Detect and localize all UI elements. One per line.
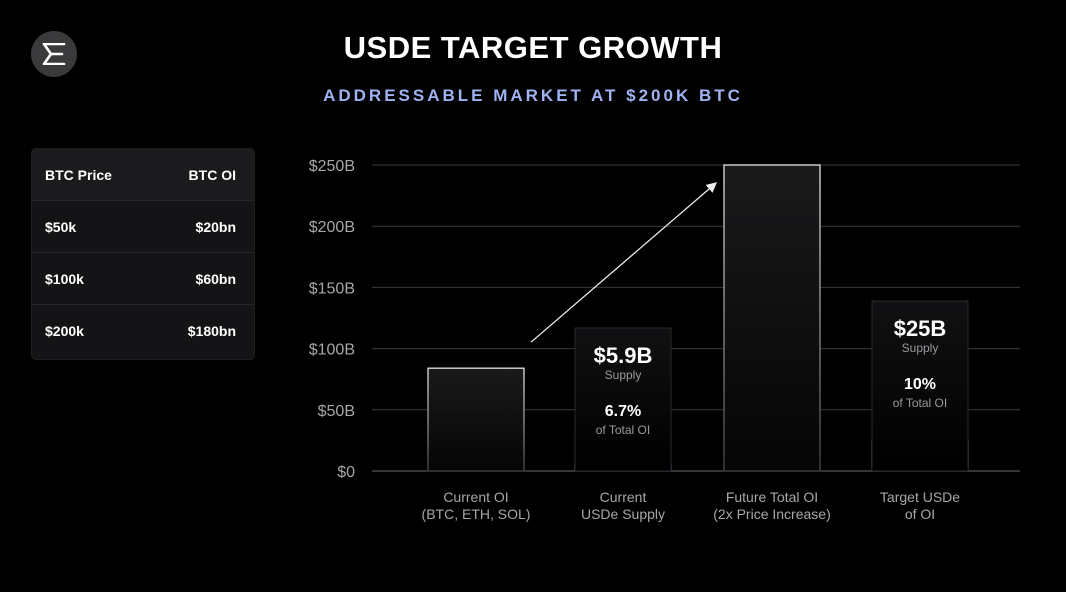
bar <box>723 164 821 472</box>
y-tick-label: $50B <box>318 403 355 420</box>
table-cell-oi: $20bn <box>195 218 236 235</box>
ethena-logo-icon <box>42 43 66 65</box>
annotation-pct: 6.7% <box>605 403 641 420</box>
page-title: USDE TARGET GROWTH <box>343 30 723 65</box>
annotation-value-label: Supply <box>605 368 642 382</box>
y-tick-label: $0 <box>337 464 355 481</box>
table-row: $50k $20bn <box>32 201 254 253</box>
table-header-btc-price: BTC Price <box>45 166 112 183</box>
table-cell-price: $200k <box>45 323 84 339</box>
annotation-pct: 10% <box>904 376 936 393</box>
x-category-label: USDe Supply <box>581 506 665 522</box>
table-cell-oi: $180bn <box>187 323 236 339</box>
x-category-label: Current OI <box>443 489 508 505</box>
x-category-label: (BTC, ETH, SOL) <box>422 506 531 522</box>
x-category-label: Current <box>600 489 647 505</box>
y-tick-label: $100B <box>309 342 355 359</box>
y-tick-label: $150B <box>309 280 355 297</box>
annotation-pct-label: of Total OI <box>596 423 650 437</box>
table-cell-oi: $60bn <box>195 270 236 287</box>
annotation-pct-label: of Total OI <box>893 396 947 410</box>
annotation-box <box>574 327 672 472</box>
x-category-label: of OI <box>905 506 935 522</box>
table-row: $200k $180bn <box>32 305 254 357</box>
table-header-btc-oi: BTC OI <box>188 166 236 183</box>
annotation-box <box>871 300 969 472</box>
logo <box>31 31 77 77</box>
btc-oi-table: BTC Price BTC OI $50k $20bn $100k $60bn … <box>31 148 255 360</box>
x-category-label: Target USDe <box>880 489 960 505</box>
page-subtitle: ADDRESSABLE MARKET AT $200K BTC <box>323 86 743 105</box>
x-category-label: (2x Price Increase) <box>713 506 830 522</box>
x-category-label: Future Total OI <box>726 489 818 505</box>
bar <box>427 367 525 472</box>
growth-arrow <box>530 182 717 343</box>
table-cell-price: $50k <box>45 218 77 235</box>
annotation-value-label: Supply <box>902 341 939 355</box>
annotation-value: $5.9B <box>594 343 653 368</box>
y-tick-label: $200B <box>309 219 355 236</box>
table-row: $100k $60bn <box>32 253 254 305</box>
annotation-value: $25B <box>894 316 947 341</box>
y-tick-label: $250B <box>309 158 355 175</box>
table-header-row: BTC Price BTC OI <box>32 149 254 201</box>
table-cell-price: $100k <box>45 270 84 287</box>
